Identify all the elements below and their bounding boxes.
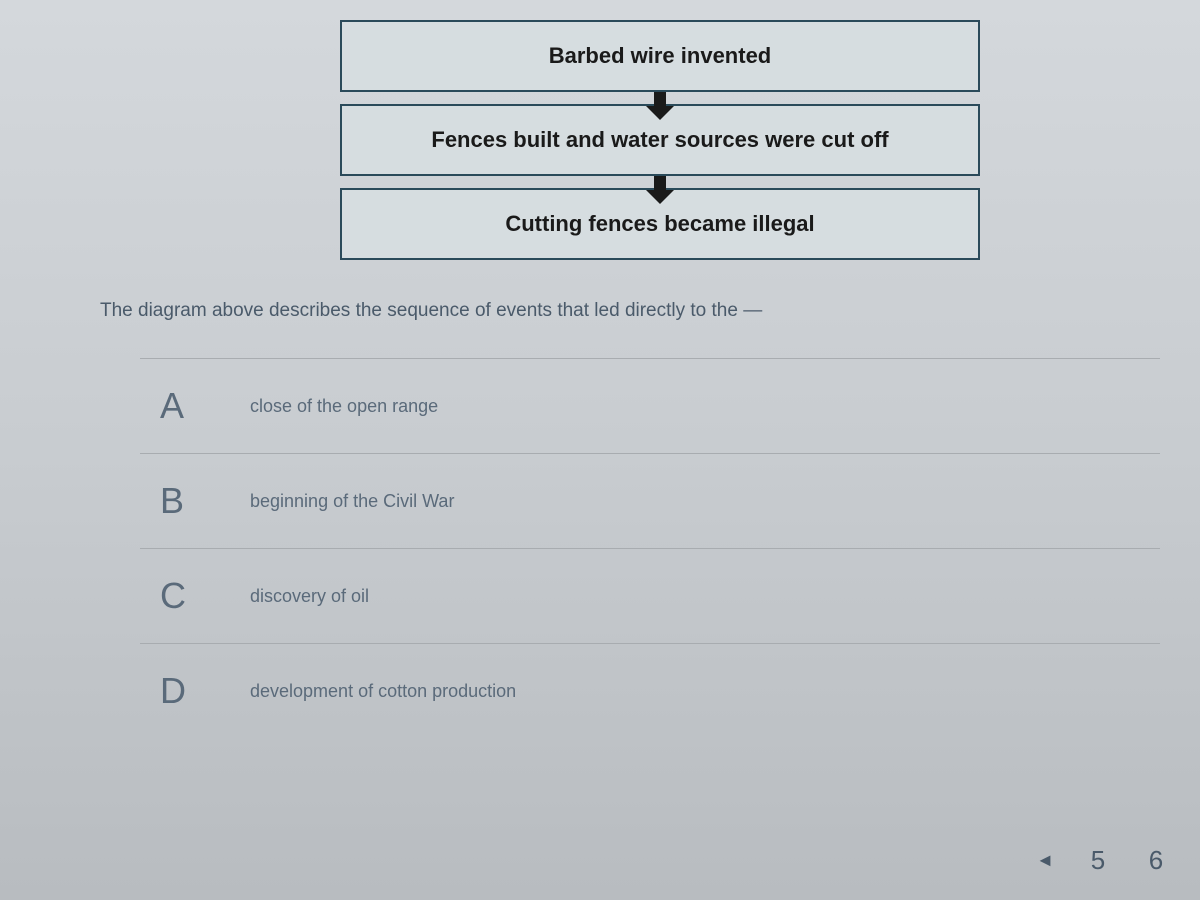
option-text: discovery of oil xyxy=(250,586,369,607)
option-letter: C xyxy=(140,575,250,617)
page-number-5[interactable]: 5 xyxy=(1084,845,1112,876)
question-text: The diagram above describes the sequence… xyxy=(100,300,1160,322)
flow-box-text: Barbed wire invented xyxy=(549,43,772,69)
flow-box-1: Barbed wire invented xyxy=(340,20,980,92)
option-text: close of the open range xyxy=(250,396,438,417)
flowchart: Barbed wire invented Fences built and wa… xyxy=(160,20,1160,260)
answer-options: A close of the open range B beginning of… xyxy=(140,358,1160,738)
option-letter: A xyxy=(140,385,250,427)
flow-box-text: Cutting fences became illegal xyxy=(505,211,814,237)
option-b[interactable]: B beginning of the Civil War xyxy=(140,453,1160,548)
flow-box-text: Fences built and water sources were cut … xyxy=(431,127,888,153)
option-letter: B xyxy=(140,480,250,522)
option-a[interactable]: A close of the open range xyxy=(140,358,1160,453)
option-c[interactable]: C discovery of oil xyxy=(140,548,1160,643)
option-text: development of cotton production xyxy=(250,681,516,702)
option-letter: D xyxy=(140,670,250,712)
question-container: Barbed wire invented Fences built and wa… xyxy=(0,0,1200,738)
page-number-6[interactable]: 6 xyxy=(1142,845,1170,876)
pagination: ◄ 5 6 xyxy=(1036,845,1170,876)
option-text: beginning of the Civil War xyxy=(250,491,454,512)
prev-page-icon[interactable]: ◄ xyxy=(1036,850,1054,871)
option-d[interactable]: D development of cotton production xyxy=(140,643,1160,738)
